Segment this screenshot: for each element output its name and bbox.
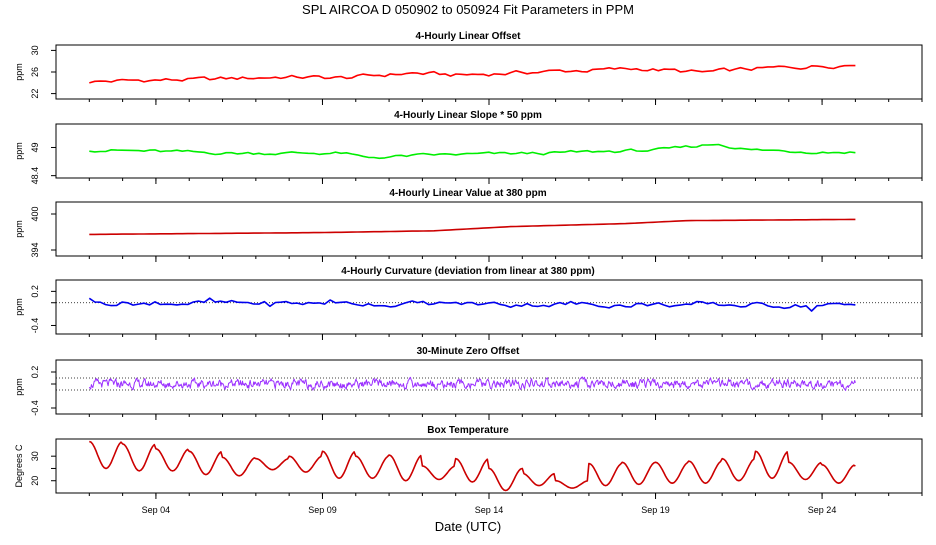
y-axis-label: ppm bbox=[14, 298, 24, 316]
series-line bbox=[89, 143, 856, 160]
y-tick-label: 30 bbox=[30, 451, 40, 461]
y-tick-label: 394 bbox=[30, 242, 40, 257]
x-axis-label: Date (UTC) bbox=[435, 519, 501, 534]
y-axis-label: ppm bbox=[14, 220, 24, 238]
y-tick-label: -0.4 bbox=[30, 400, 40, 416]
plot-frame bbox=[55, 201, 923, 257]
panel-1: 4-Hourly Linear Offset 22 26 30 ppm bbox=[14, 31, 923, 105]
series-line bbox=[89, 218, 856, 236]
y-axis-label: ppm bbox=[14, 142, 24, 160]
panel-title: 4-Hourly Linear Offset bbox=[415, 31, 521, 42]
series-line bbox=[89, 440, 856, 492]
y-tick-label: 30 bbox=[30, 45, 40, 55]
x-tick-label: Sep 09 bbox=[308, 505, 337, 515]
panel-6: Box Temperature 20 30 Degrees C bbox=[14, 425, 923, 499]
panel-title: Box Temperature bbox=[427, 425, 509, 436]
y-tick-label: 400 bbox=[30, 206, 40, 221]
panel-5: 30-Minute Zero Offset -0.4 0.2 ppm bbox=[14, 346, 923, 420]
panel-4: 4-Hourly Curvature (deviation from linea… bbox=[14, 266, 923, 340]
x-tick-label: Sep 04 bbox=[142, 505, 171, 515]
y-axis-label: ppm bbox=[14, 378, 24, 396]
panel-title: 4-Hourly Linear Slope * 50 ppm bbox=[394, 110, 542, 121]
series-line bbox=[89, 64, 856, 84]
y-tick-label: -0.4 bbox=[30, 318, 40, 334]
y-axis-label: ppm bbox=[14, 63, 24, 81]
y-tick-label: 0.2 bbox=[30, 366, 40, 379]
y-axis-label: Degrees C bbox=[14, 444, 24, 488]
plot-frame bbox=[55, 359, 923, 415]
figure-title: SPL AIRCOA D 050902 to 050924 Fit Parame… bbox=[302, 2, 634, 17]
y-tick-label: 49 bbox=[30, 142, 40, 152]
plot-frame bbox=[55, 44, 923, 100]
series-line bbox=[88, 297, 856, 312]
y-tick-label: 0.2 bbox=[30, 285, 40, 298]
x-tick-label: Sep 24 bbox=[808, 505, 837, 515]
y-tick-label: 26 bbox=[30, 67, 40, 77]
x-tick-label: Sep 19 bbox=[641, 505, 670, 515]
panel-title: 30-Minute Zero Offset bbox=[417, 346, 520, 357]
panel-2: 4-Hourly Linear Slope * 50 ppm 48.4 49 ppm bbox=[14, 110, 923, 185]
series-line bbox=[88, 376, 856, 391]
y-tick-label: 48.4 bbox=[30, 167, 40, 185]
y-tick-label: 22 bbox=[30, 89, 40, 99]
x-tick-label: Sep 14 bbox=[475, 505, 504, 515]
panel-title: 4-Hourly Curvature (deviation from linea… bbox=[341, 266, 594, 277]
panel-title: 4-Hourly Linear Value at 380 ppm bbox=[389, 188, 546, 199]
y-tick-label: 20 bbox=[30, 476, 40, 486]
panel-3: 4-Hourly Linear Value at 380 ppm 394 400 pp… bbox=[14, 188, 923, 262]
panels: 4-Hourly Linear Offset222630ppm4-Hourly … bbox=[14, 31, 923, 515]
